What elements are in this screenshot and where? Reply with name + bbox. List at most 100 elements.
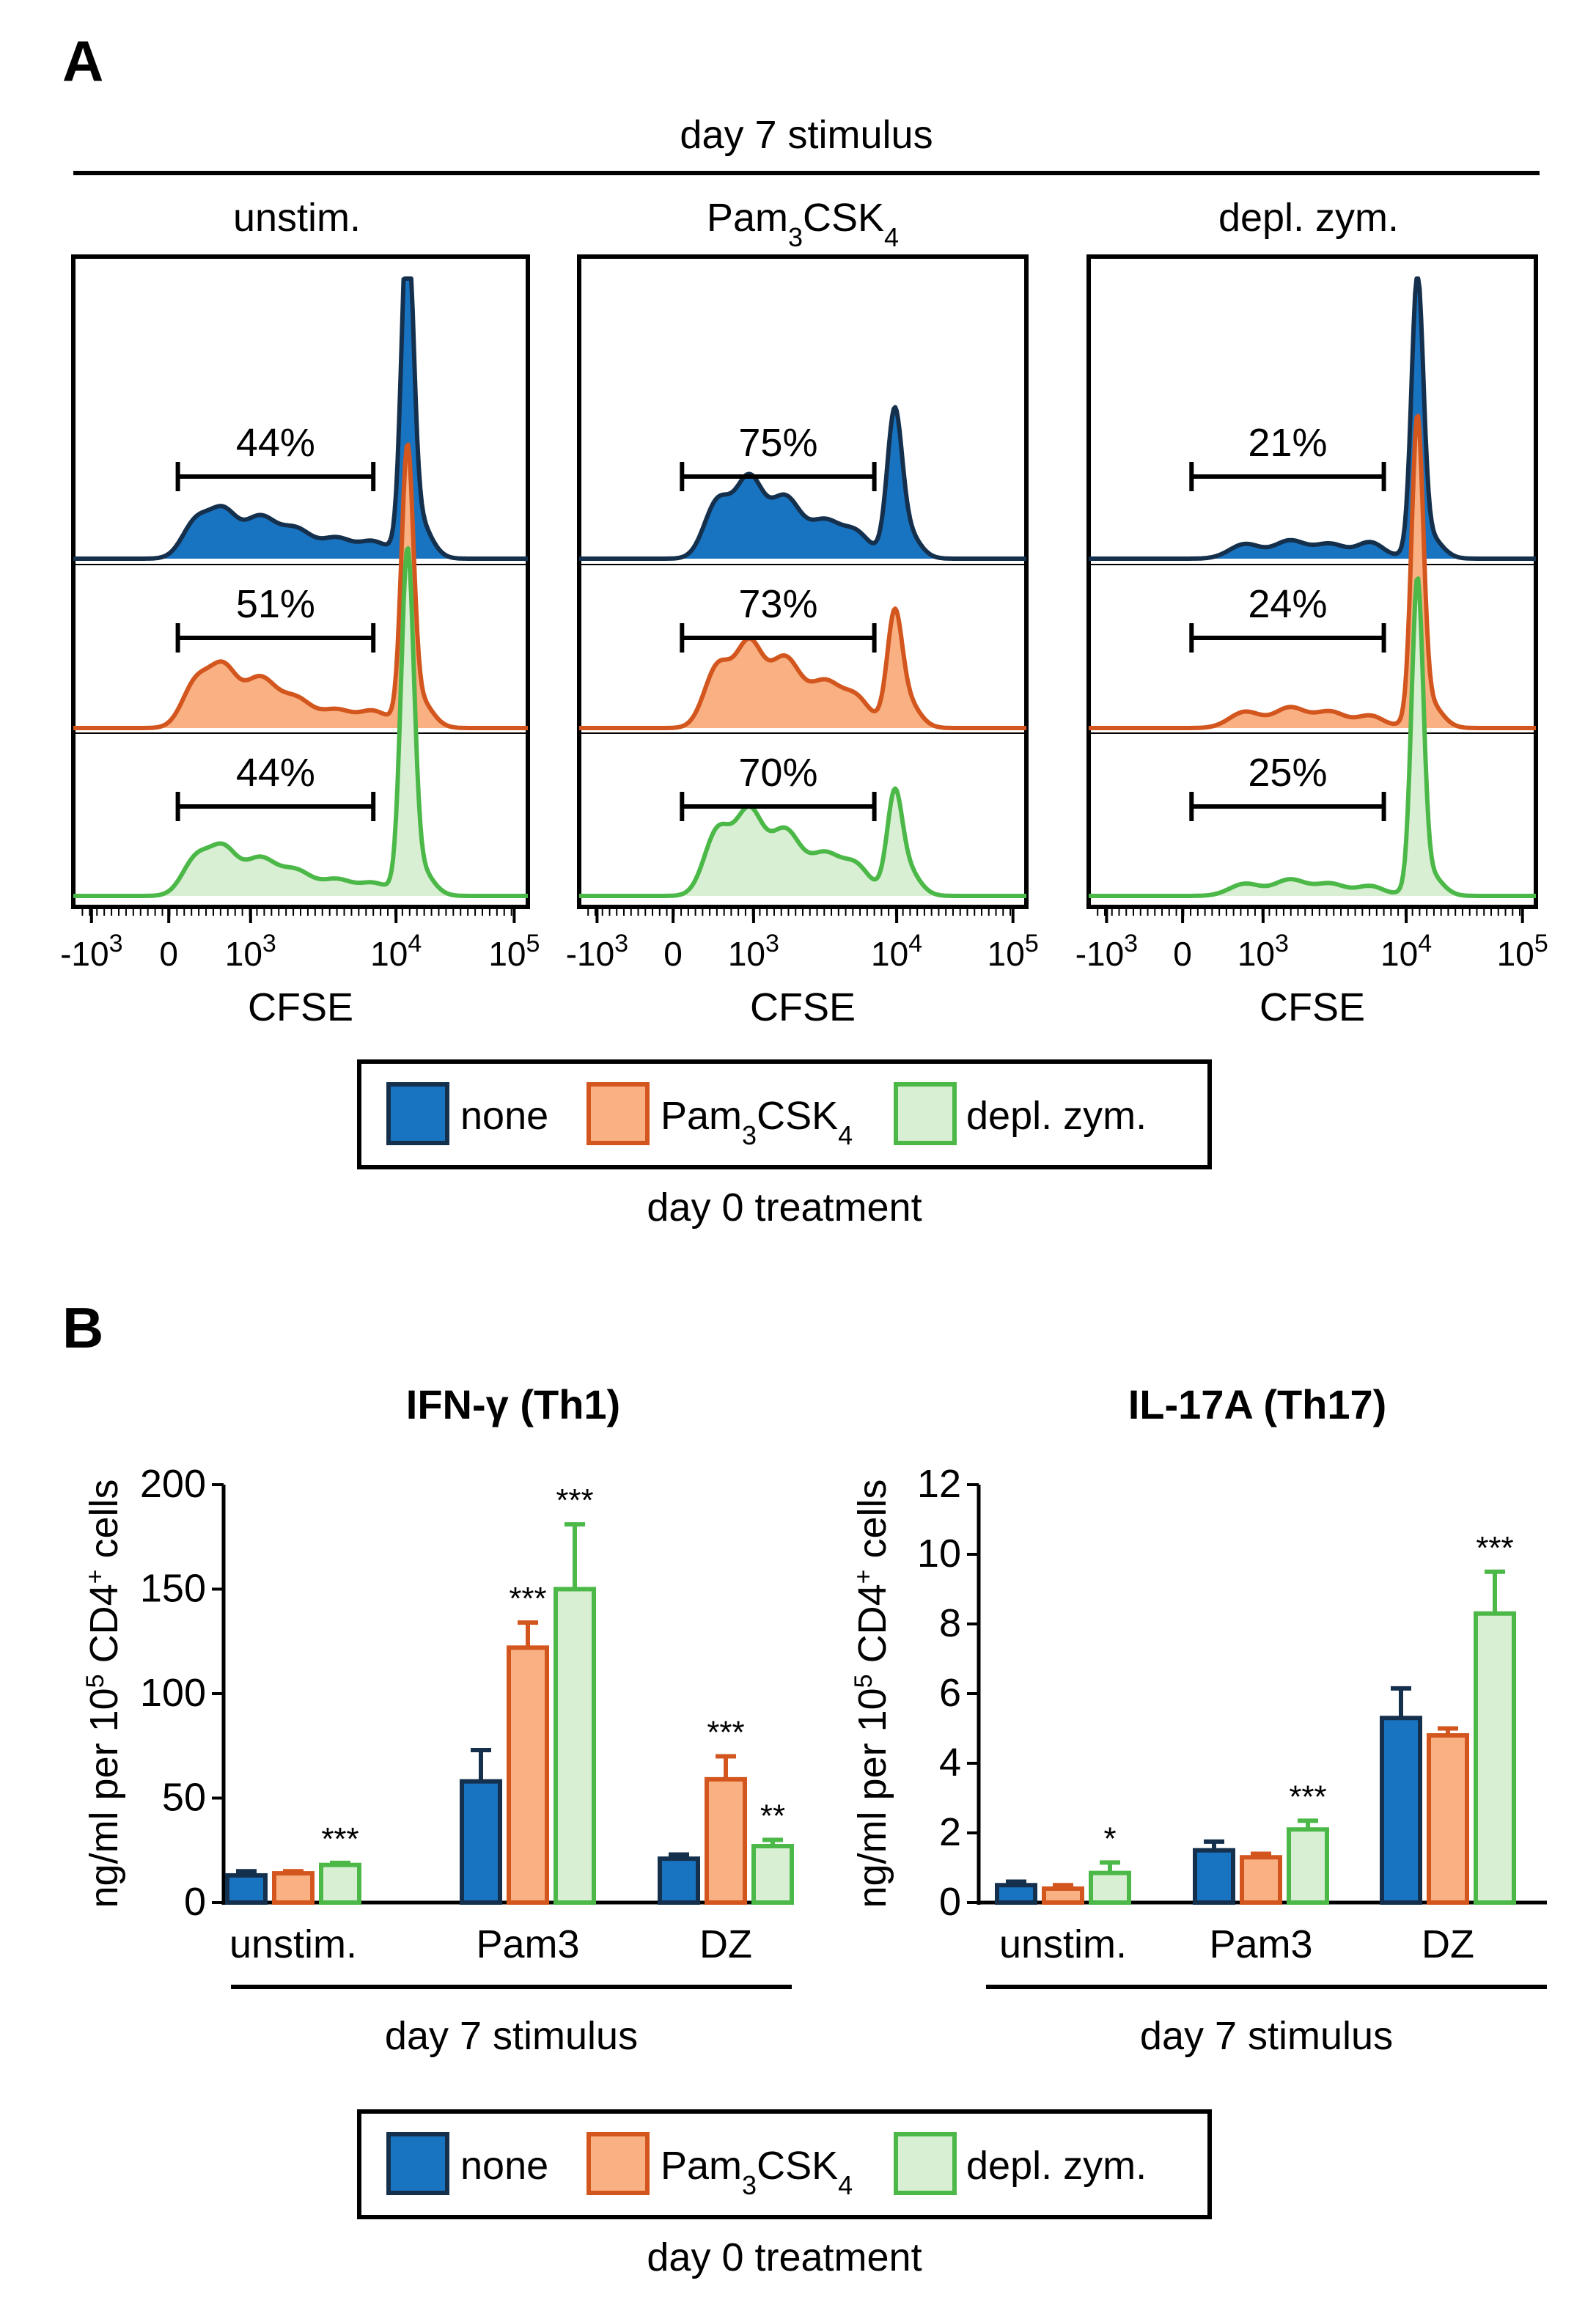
significance-label: * bbox=[1103, 1820, 1116, 1856]
bar-pam bbox=[1427, 1733, 1469, 1905]
tick-label-1e4: 104 bbox=[1380, 930, 1432, 973]
bar-pam bbox=[1240, 1855, 1282, 1905]
y-tick-label: 200 bbox=[140, 1462, 206, 1506]
legend-b-swatch-dz bbox=[894, 2132, 957, 2195]
gate-percent: 24% bbox=[1248, 582, 1327, 626]
histogram-none-line bbox=[73, 276, 529, 561]
histogram-panels: 44% 51% 44% -103 0 103 104 105 CFSE 75% 73% 70% -103… bbox=[60, 254, 1548, 1029]
bar-pam bbox=[705, 1776, 747, 1905]
chart-title: IFN-γ (Th1) bbox=[406, 1381, 620, 1427]
legend-a-dz-label: depl. zym. bbox=[966, 1094, 1147, 1138]
histogram-x-axis: -103 0 103 104 105 CFSE bbox=[1075, 907, 1548, 1029]
x-axis-label: day 7 stimulus bbox=[385, 2014, 638, 2058]
histogram-pam-fill bbox=[579, 609, 1026, 728]
histogram-dz-line bbox=[73, 546, 529, 898]
gate-percent: 51% bbox=[236, 582, 315, 626]
bar-dz bbox=[1474, 1611, 1516, 1905]
tick-label-1e3: 103 bbox=[225, 930, 276, 973]
y-tick-label: 150 bbox=[140, 1567, 206, 1611]
bar-chart-1: IL-17A (Th17) ng/ml per 105 CD4+ cells 0 2 4… bbox=[850, 1381, 1547, 2058]
bar-dz bbox=[1089, 1870, 1131, 1905]
legend-a: none Pam3CSK4 depl. zym. bbox=[357, 1059, 1212, 1169]
panel-a-title-unstim: unstim. bbox=[233, 196, 361, 240]
legend-b: none Pam3CSK4 depl. zym. bbox=[357, 2109, 1212, 2219]
significance-label: *** bbox=[556, 1482, 593, 1518]
bar-none bbox=[1380, 1716, 1422, 1905]
histogram-none-fill bbox=[1089, 279, 1536, 559]
x-category-label: Pam3 bbox=[476, 1922, 579, 1966]
legend-b-swatch-none bbox=[386, 2132, 449, 2195]
legend-a-swatch-pam bbox=[586, 1082, 650, 1145]
y-tick-label: 2 bbox=[939, 1810, 961, 1854]
bar-pam bbox=[272, 1871, 315, 1905]
y-tick-label: 50 bbox=[162, 1776, 206, 1820]
y-tick-label: 4 bbox=[939, 1741, 961, 1785]
bar-dz bbox=[751, 1844, 794, 1905]
tick-label-1e4: 104 bbox=[871, 930, 922, 973]
legend-b-dz-label: depl. zym. bbox=[966, 2144, 1147, 2188]
panel-a-top-label: day 7 stimulus bbox=[680, 113, 933, 157]
tick-label-1e5: 105 bbox=[488, 930, 540, 973]
y-axis-label: ng/ml per 105 CD4+ cells bbox=[81, 1479, 126, 1908]
bar-pam bbox=[507, 1645, 549, 1905]
bar-none bbox=[1193, 1848, 1235, 1905]
panel-a-title-pam: Pam3CSK4 bbox=[707, 196, 899, 252]
x-category-label: DZ bbox=[1422, 1922, 1474, 1966]
histogram-dz-fill bbox=[1089, 578, 1536, 896]
histogram-none-line bbox=[578, 405, 1027, 561]
y-tick-label: 6 bbox=[939, 1671, 961, 1715]
y-tick-label: 8 bbox=[939, 1601, 961, 1645]
histogram-pam-fill bbox=[1089, 416, 1536, 728]
histogram-panel-0: 44% 51% 44% -103 0 103 104 105 CFSE bbox=[60, 254, 540, 1029]
legend-b-box bbox=[357, 2109, 1212, 2219]
tick-label-1e3: 103 bbox=[1238, 930, 1289, 973]
x-axis-label: CFSE bbox=[1259, 985, 1365, 1029]
histogram-none-line bbox=[1088, 276, 1537, 561]
bar-dz bbox=[1287, 1827, 1329, 1905]
legend-b-caption: day 0 treatment bbox=[647, 2235, 922, 2279]
bar-pam bbox=[1042, 1886, 1084, 1905]
legend-a-box bbox=[357, 1059, 1212, 1169]
panel-a-letter: A bbox=[62, 29, 103, 93]
tick-label-1e4: 104 bbox=[370, 930, 422, 973]
histogram-x-axis: -103 0 103 104 105 CFSE bbox=[566, 907, 1039, 1029]
gate-percent: 25% bbox=[1248, 751, 1327, 795]
tick-label-zero: 0 bbox=[159, 935, 178, 973]
bar-none bbox=[995, 1883, 1037, 1905]
y-tick-label: 12 bbox=[917, 1462, 961, 1506]
tick-label-zero: 0 bbox=[663, 935, 683, 973]
bar-none bbox=[658, 1856, 700, 1905]
gate-percent: 44% bbox=[236, 751, 315, 795]
histogram-dz-line bbox=[578, 786, 1027, 898]
significance-label: *** bbox=[1289, 1779, 1326, 1815]
x-category-label: unstim. bbox=[999, 1922, 1127, 1966]
gate-percent: 73% bbox=[738, 582, 817, 626]
gate-percent: 75% bbox=[738, 421, 817, 465]
histogram-none-fill bbox=[73, 279, 528, 559]
tick-label-1e5: 105 bbox=[988, 930, 1039, 973]
significance-label: *** bbox=[321, 1821, 358, 1857]
histogram-pam-line bbox=[73, 442, 529, 730]
bar-none bbox=[460, 1779, 502, 1905]
significance-label: *** bbox=[509, 1581, 546, 1617]
x-axis-label: CFSE bbox=[248, 985, 353, 1029]
y-axis-label: ng/ml per 105 CD4+ cells bbox=[850, 1479, 894, 1908]
bar-charts: IFN-γ (Th1) ng/ml per 105 CD4+ cells 0 50 10… bbox=[81, 1381, 1547, 2058]
legend-a-swatch-dz bbox=[894, 1082, 957, 1145]
histogram-dz-fill bbox=[73, 548, 528, 896]
y-tick-label: 100 bbox=[140, 1671, 206, 1715]
bar-dz bbox=[319, 1862, 361, 1905]
x-category-label: unstim. bbox=[229, 1922, 357, 1966]
histogram-panel-1: 75% 73% 70% -103 0 103 104 105 CFSE bbox=[566, 254, 1039, 1029]
y-tick-label: 10 bbox=[917, 1532, 961, 1576]
tick-label-zero: 0 bbox=[1173, 935, 1192, 973]
y-tick-label: 0 bbox=[939, 1880, 961, 1924]
histogram-dz-line bbox=[1088, 576, 1537, 898]
histogram-dz-fill bbox=[579, 788, 1026, 896]
bar-none bbox=[225, 1873, 268, 1905]
histogram-pam-line bbox=[1088, 414, 1537, 730]
tick-label-1e5: 105 bbox=[1497, 930, 1548, 973]
tick-label-neg: -103 bbox=[1075, 930, 1138, 973]
legend-b-swatch-pam bbox=[586, 2132, 650, 2195]
